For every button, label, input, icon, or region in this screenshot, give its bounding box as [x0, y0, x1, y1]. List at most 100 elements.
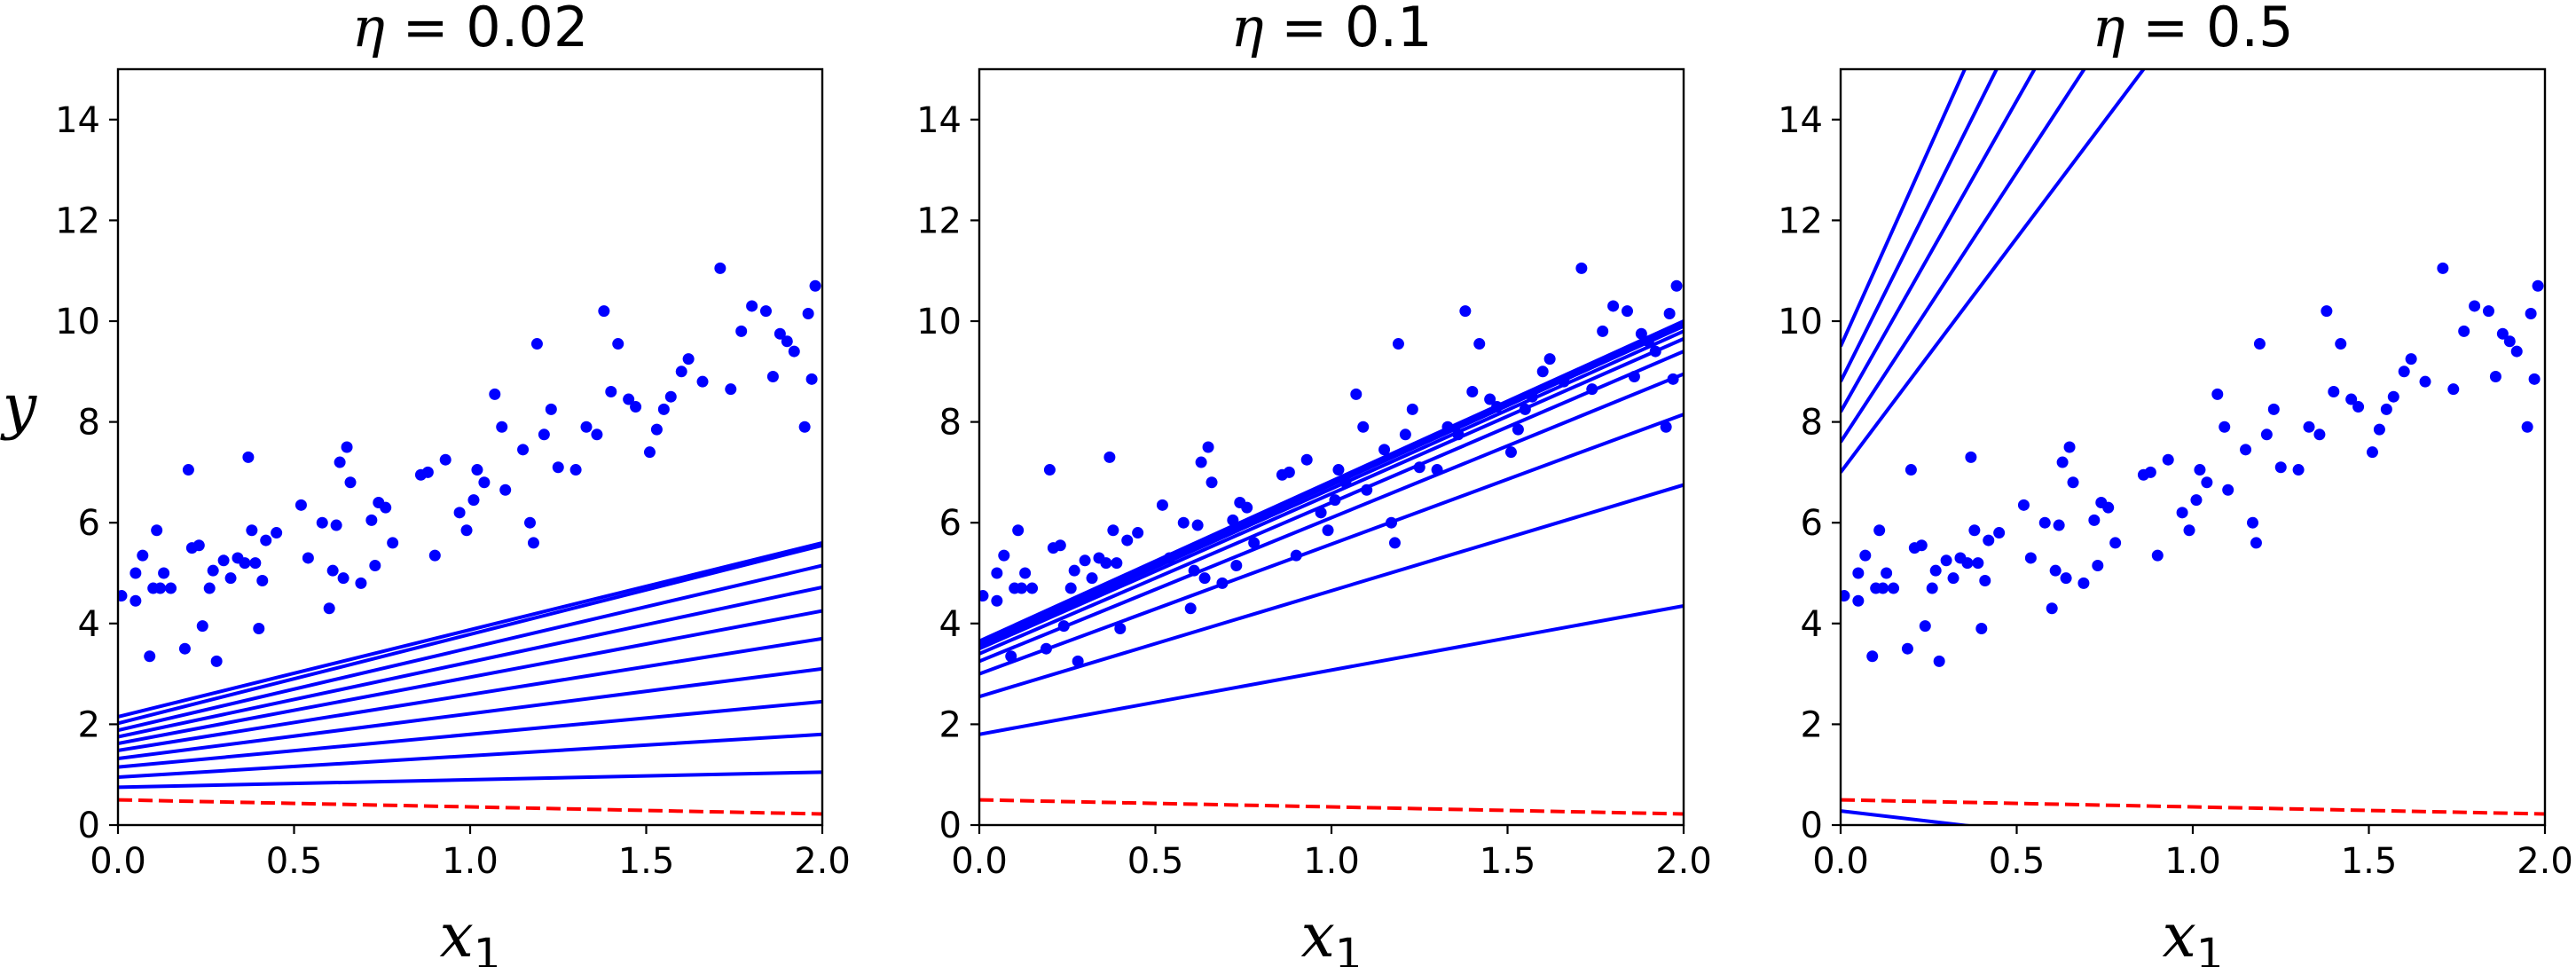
panel-eta-0-02: 0.0 0.5 1.0 1.5 2.0 0 2 4 6 8 10 12 14 η = 0.02 x1 y: [0, 0, 851, 967]
data-point: [256, 575, 269, 587]
data-point: [2528, 373, 2541, 385]
data-point: [1118, 575, 1130, 587]
prediction-line-1: [118, 770, 822, 790]
data-point: [1484, 393, 1496, 405]
plot-area: [1841, 69, 2545, 825]
x-tick-label: 1.5: [2341, 841, 2398, 882]
y-tick-label: 4: [939, 604, 962, 645]
prediction-line-7: [118, 585, 822, 739]
data-point: [365, 514, 378, 526]
prediction-line-5: [118, 636, 822, 752]
data-point: [774, 327, 786, 340]
data-point: [2162, 453, 2174, 466]
data-point: [766, 370, 779, 382]
data-point: [2151, 549, 2164, 562]
data-point: [2525, 307, 2537, 319]
data-point: [1107, 524, 1119, 537]
data-point: [650, 423, 663, 436]
data-point: [1005, 650, 1017, 663]
y-tick-label: 8: [78, 403, 100, 444]
data-point: [746, 300, 758, 312]
data-point: [1667, 373, 1679, 385]
x-tick-label: 0.0: [951, 841, 1008, 882]
data-point: [569, 464, 582, 476]
data-point: [2419, 375, 2431, 388]
data-point: [1163, 552, 1175, 564]
y-tick-label: 2: [78, 704, 100, 745]
data-point: [1388, 537, 1401, 549]
x-axis-label: x1: [440, 901, 501, 967]
data-point: [1156, 499, 1168, 511]
y-axis-label: y: [0, 373, 38, 443]
data-point: [1575, 262, 1588, 274]
data-point: [2387, 390, 2399, 403]
data-point: [623, 393, 635, 405]
data-point: [1947, 572, 1959, 585]
x-tick-label: 0.5: [266, 841, 323, 882]
data-point: [1536, 366, 1549, 378]
x-tick-label: 2.0: [2517, 841, 2573, 882]
data-point: [1972, 557, 1984, 570]
data-point: [2046, 602, 2058, 615]
data-point: [2017, 499, 2030, 511]
data-point: [1392, 338, 1404, 350]
axes-frame: [1839, 67, 2547, 827]
x-tick-label: 1.0: [2164, 841, 2221, 882]
data-point: [1230, 559, 1243, 571]
y-tick-label: 12: [1778, 200, 1823, 241]
y-tick-label: 0: [939, 806, 962, 846]
data-point: [369, 559, 381, 571]
prediction-line-1: [979, 603, 1684, 736]
data-point: [151, 524, 163, 537]
y-tick-label: 8: [939, 403, 962, 444]
data-point: [1459, 305, 1472, 318]
data-point: [165, 582, 177, 594]
data-point: [249, 557, 262, 570]
data-point: [2102, 501, 2115, 514]
data-point: [192, 539, 205, 552]
data-point: [1526, 390, 1538, 403]
prediction-line-3: [1841, 69, 2086, 444]
data-point: [203, 582, 216, 594]
data-point: [1290, 549, 1302, 562]
data-point: [1881, 567, 1893, 579]
prediction-line-4: [979, 372, 1684, 664]
data-point: [1866, 650, 1879, 663]
data-point: [591, 428, 603, 441]
data-point: [2088, 514, 2101, 526]
y-tick-label: 12: [55, 200, 100, 241]
data-point: [1202, 441, 1214, 453]
data-point: [460, 524, 473, 537]
data-point: [530, 338, 543, 350]
data-point: [2292, 464, 2305, 476]
data-point: [2521, 421, 2533, 433]
data-point: [1241, 501, 1253, 514]
data-point: [1198, 572, 1211, 585]
data-point: [612, 338, 624, 350]
data-point: [605, 386, 617, 398]
data-point: [1940, 554, 1952, 567]
data-point: [471, 464, 483, 476]
data-point: [809, 279, 821, 292]
data-point: [1413, 461, 1425, 474]
data-point: [1114, 622, 1127, 634]
data-point: [196, 620, 208, 633]
x-tick-label: 0.5: [1989, 841, 2046, 882]
data-point: [1649, 345, 1661, 358]
data-point: [489, 388, 501, 400]
data-point: [2373, 423, 2385, 436]
data-point: [1054, 539, 1066, 552]
prediction-line-8: [118, 563, 822, 733]
initial-prediction-line: [979, 798, 1684, 816]
data-point: [137, 549, 149, 562]
data-point: [759, 305, 772, 318]
data-point: [2038, 516, 2051, 529]
y-tick-label: 2: [939, 704, 962, 745]
data-point: [2482, 305, 2494, 318]
data-point: [210, 655, 223, 667]
data-point: [714, 262, 726, 274]
data-point: [2109, 537, 2122, 549]
y-tick-label: 2: [1801, 704, 1823, 745]
data-point: [2345, 393, 2358, 405]
data-point: [1332, 464, 1345, 476]
